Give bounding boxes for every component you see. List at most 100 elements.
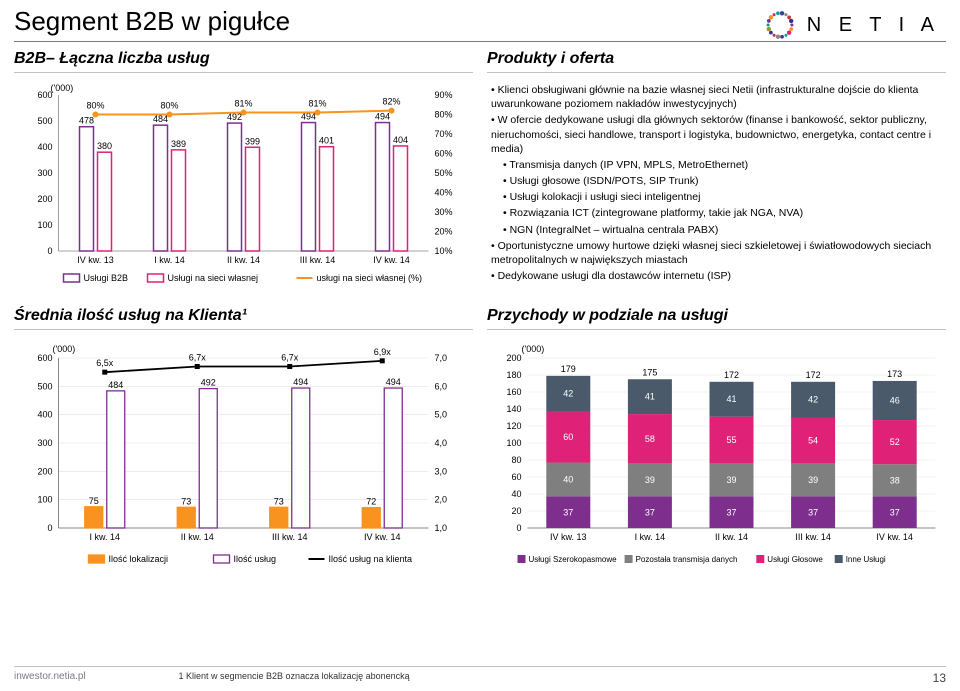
- svg-text:200: 200: [37, 466, 52, 476]
- svg-text:('000): ('000): [51, 83, 74, 93]
- svg-text:478: 478: [79, 116, 94, 126]
- svg-text:IV kw. 14: IV kw. 14: [876, 532, 913, 542]
- svg-text:72: 72: [366, 497, 376, 507]
- svg-text:III kw. 14: III kw. 14: [795, 532, 831, 542]
- brand-logo: N E T I A: [763, 8, 940, 42]
- section-title-d: Przychody w podziale na usługi: [487, 305, 946, 330]
- svg-text:3,0: 3,0: [435, 466, 448, 476]
- svg-text:40: 40: [511, 489, 521, 499]
- footer: inwestor.netia.pl 1 Klient w segmencie B…: [14, 666, 946, 685]
- svg-text:80%: 80%: [160, 101, 178, 111]
- svg-text:75: 75: [89, 496, 99, 506]
- svg-text:492: 492: [201, 378, 216, 388]
- svg-text:81%: 81%: [308, 99, 326, 109]
- svg-text:600: 600: [37, 353, 52, 363]
- svg-text:55: 55: [726, 435, 736, 445]
- footer-left-link: inwestor.netia.pl: [14, 671, 86, 682]
- svg-text:IV kw. 14: IV kw. 14: [373, 255, 410, 265]
- svg-text:Ilość lokalizacji: Ilość lokalizacji: [109, 554, 169, 564]
- panel-chart-d: Przychody w podziale na usługi ('000) 0 20…: [487, 305, 946, 580]
- panel-chart-c: Średnia ilość usług na Klienta¹ ('000) 0 1…: [14, 305, 473, 580]
- svg-text:Inne Usługi: Inne Usługi: [846, 555, 886, 564]
- svg-text:('000): ('000): [522, 344, 545, 354]
- svg-text:484: 484: [108, 380, 123, 390]
- svg-text:494: 494: [375, 112, 390, 122]
- svg-text:100: 100: [37, 220, 52, 230]
- svg-text:100: 100: [506, 438, 521, 448]
- svg-text:80%: 80%: [435, 110, 453, 120]
- svg-text:Pozostała transmisja danych: Pozostała transmisja danych: [636, 555, 738, 564]
- svg-text:494: 494: [386, 377, 401, 387]
- svg-text:0: 0: [47, 246, 52, 256]
- svg-text:6,9x: 6,9x: [374, 347, 392, 357]
- svg-text:173: 173: [887, 369, 902, 379]
- svg-text:175: 175: [642, 367, 657, 377]
- svg-text:160: 160: [506, 387, 521, 397]
- svg-text:IV kw. 13: IV kw. 13: [550, 532, 587, 542]
- svg-text:46: 46: [890, 396, 900, 406]
- svg-text:0: 0: [516, 523, 521, 533]
- svg-text:54: 54: [808, 435, 818, 445]
- svg-text:494: 494: [293, 377, 308, 387]
- section-title-c: Średnia ilość usług na Klienta¹: [14, 305, 473, 330]
- svg-text:39: 39: [645, 475, 655, 485]
- svg-text:37: 37: [808, 507, 818, 517]
- svg-text:172: 172: [724, 370, 739, 380]
- svg-text:IV kw. 14: IV kw. 14: [364, 532, 401, 542]
- svg-text:73: 73: [181, 496, 191, 506]
- svg-text:399: 399: [245, 136, 260, 146]
- svg-text:300: 300: [37, 168, 52, 178]
- section-title-b: Produkty i oferta: [487, 48, 946, 73]
- svg-text:73: 73: [274, 496, 284, 506]
- panel-chart-a: B2B– Łączna liczba usług ('000) 0 100 200 30…: [14, 48, 473, 301]
- svg-text:I kw. 14: I kw. 14: [89, 532, 120, 542]
- svg-text:600: 600: [37, 90, 52, 100]
- svg-text:6,0: 6,0: [435, 381, 448, 391]
- chart-a-svg: ('000) 0 100 200 300 400 500 600 10% 20% 30% 40% 50%…: [14, 79, 473, 297]
- svg-text:40: 40: [563, 475, 573, 485]
- svg-text:50%: 50%: [435, 168, 453, 178]
- svg-text:6,7x: 6,7x: [189, 353, 207, 363]
- svg-text:401: 401: [319, 136, 334, 146]
- svg-text:60: 60: [563, 432, 573, 442]
- svg-text:500: 500: [37, 381, 52, 391]
- svg-text:80%: 80%: [86, 101, 104, 111]
- logo-ring-icon: [763, 8, 797, 42]
- svg-text:5,0: 5,0: [435, 410, 448, 420]
- svg-text:Usługi Głosowe: Usługi Głosowe: [767, 555, 823, 564]
- svg-text:200: 200: [506, 353, 521, 363]
- svg-text:58: 58: [645, 434, 655, 444]
- svg-text:III kw. 14: III kw. 14: [272, 532, 308, 542]
- svg-text:7,0: 7,0: [435, 353, 448, 363]
- svg-text:0: 0: [47, 523, 52, 533]
- page-number: 13: [933, 671, 946, 685]
- svg-text:10%: 10%: [435, 246, 453, 256]
- svg-text:Usługi Szerokopasmowe: Usługi Szerokopasmowe: [529, 555, 618, 564]
- svg-text:37: 37: [726, 507, 736, 517]
- svg-text:41: 41: [726, 394, 736, 404]
- section-title-a: B2B– Łączna liczba usług: [14, 48, 473, 73]
- svg-text:30%: 30%: [435, 207, 453, 217]
- svg-text:484: 484: [153, 114, 168, 124]
- svg-text:Usługi B2B: Usługi B2B: [84, 273, 129, 283]
- svg-text:1,0: 1,0: [435, 523, 448, 533]
- svg-text:20%: 20%: [435, 227, 453, 237]
- svg-text:100: 100: [37, 495, 52, 505]
- svg-text:82%: 82%: [382, 97, 400, 107]
- svg-text:39: 39: [726, 475, 736, 485]
- svg-text:140: 140: [506, 404, 521, 414]
- svg-text:II kw. 14: II kw. 14: [715, 532, 748, 542]
- svg-text:300: 300: [37, 438, 52, 448]
- svg-text:200: 200: [37, 194, 52, 204]
- svg-text:('000): ('000): [53, 344, 76, 354]
- brand-text: N E T I A: [807, 14, 940, 37]
- svg-text:120: 120: [506, 421, 521, 431]
- svg-text:40%: 40%: [435, 188, 453, 198]
- svg-text:42: 42: [808, 395, 818, 405]
- svg-text:IV kw. 13: IV kw. 13: [77, 255, 114, 265]
- svg-text:380: 380: [97, 141, 112, 151]
- svg-text:400: 400: [37, 410, 52, 420]
- svg-text:400: 400: [37, 142, 52, 152]
- svg-text:500: 500: [37, 116, 52, 126]
- svg-text:172: 172: [806, 370, 821, 380]
